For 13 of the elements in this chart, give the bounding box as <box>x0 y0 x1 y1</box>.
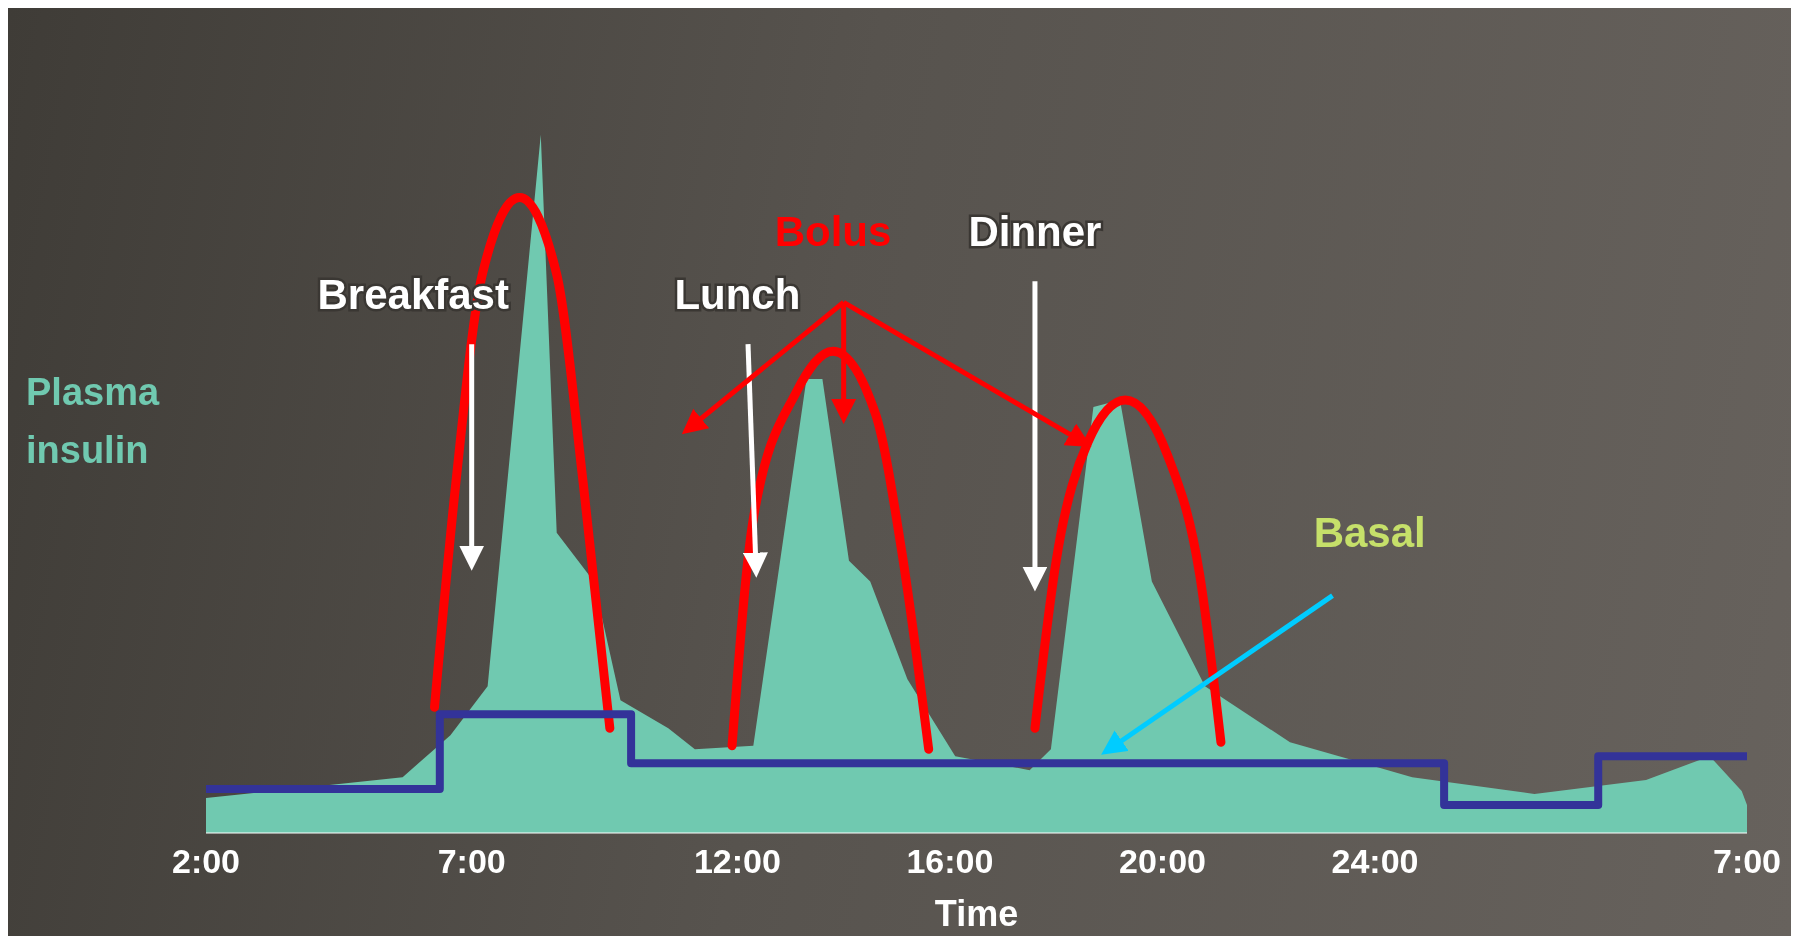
annotation: Lunch <box>674 271 801 319</box>
x-tick-label: 16:00 <box>906 842 994 881</box>
annotation: Bolus <box>774 208 892 256</box>
x-tick-label: 12:00 <box>693 842 781 881</box>
x-tick-label: 24:00 <box>1331 842 1419 881</box>
x-axis-title: Time <box>934 893 1019 934</box>
x-tick-label: 2:00 <box>171 842 241 881</box>
x-tick-label: 20:00 <box>1119 842 1206 881</box>
annotation: Basal <box>1313 508 1426 556</box>
y-axis-title: Plasma insulin <box>26 370 161 473</box>
annotation: Dinner <box>968 208 1102 256</box>
x-tick-label: 7:00 <box>1712 842 1782 881</box>
x-tick-label: 7:00 <box>437 842 506 881</box>
